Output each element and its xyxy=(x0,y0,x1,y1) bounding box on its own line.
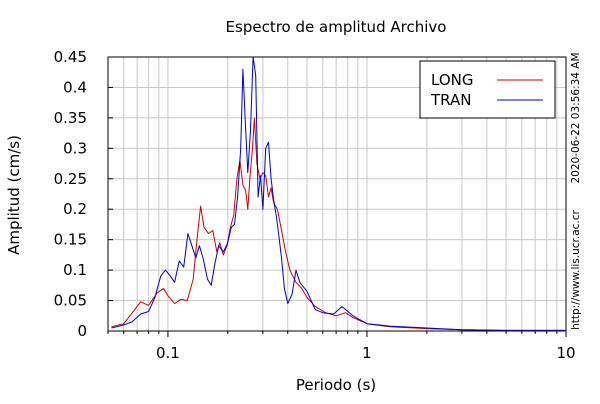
y-tick-label: 0.45 xyxy=(54,48,87,66)
y-tick-label: 0.25 xyxy=(54,170,87,188)
y-tick-label: 0.15 xyxy=(54,231,87,249)
series-line-tran xyxy=(111,56,566,331)
x-tick-label: 1 xyxy=(362,344,372,362)
x-tick-label: 0.1 xyxy=(156,344,180,362)
y-tick-label: 0.1 xyxy=(63,261,87,279)
legend: LONG TRAN xyxy=(419,60,556,119)
y-tick-label: 0 xyxy=(77,322,87,340)
plot-border xyxy=(107,56,567,332)
plot-frame xyxy=(107,56,567,332)
grid xyxy=(107,56,567,332)
y-axis-ticks: 0 0.05 0.1 0.15 0.2 0.25 0.3 0.35 0.4 0.45 xyxy=(54,48,113,340)
legend-label: LONG xyxy=(431,71,473,89)
series-line-long xyxy=(111,117,566,331)
legend-box xyxy=(419,60,556,119)
series-layer xyxy=(111,56,566,331)
y-tick-label: 0.05 xyxy=(54,292,87,310)
y-tick-label: 0.35 xyxy=(54,109,87,127)
y-tick-label: 0.3 xyxy=(63,139,87,157)
source-url-text: http://www.lis.ucr.ac.cr xyxy=(570,209,582,329)
y-tick-label: 0.2 xyxy=(63,200,87,218)
chart-title: Espectro de amplitud Archivo xyxy=(226,18,447,36)
x-axis-label: Periodo (s) xyxy=(296,376,376,394)
legend-label: TRAN xyxy=(430,91,471,109)
x-axis-ticks: 0.1 1 10 xyxy=(107,331,576,362)
y-tick-label: 0.4 xyxy=(63,78,87,96)
x-tick-label: 10 xyxy=(556,344,575,362)
timestamp-text: 2020-06-22 03:56:34 AM xyxy=(570,52,582,183)
y-axis-label: Amplitud (cm/s) xyxy=(5,135,23,255)
